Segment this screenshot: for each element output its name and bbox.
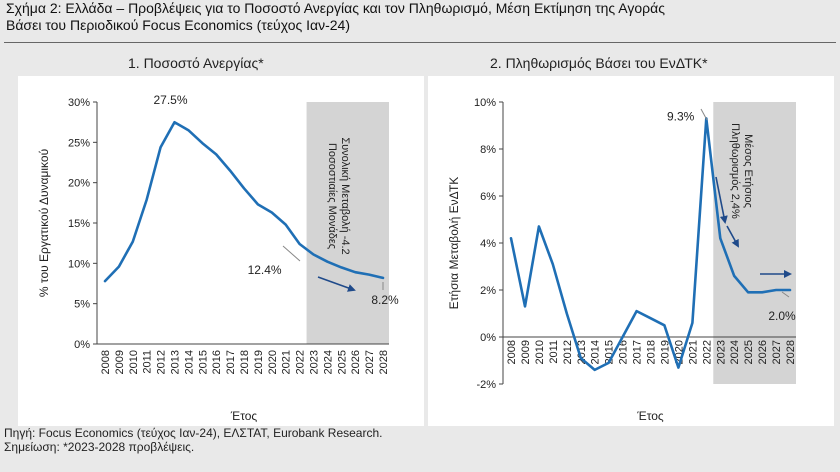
y-tick-label: 8%	[480, 144, 496, 156]
x-tick-label: 2018	[646, 340, 658, 364]
x-tick-label: 2024	[729, 340, 741, 364]
x-tick-label: 2015	[604, 340, 616, 364]
y-tick-label: 6%	[480, 191, 496, 203]
y-tick-label: 15%	[68, 218, 90, 230]
x-tick-label: 2014	[590, 340, 602, 364]
forecast-label-line-1: Μέσος Ετήσιος	[742, 134, 754, 208]
unemployment-chart: 0%5%10%15%20%25%30%2008 2009 2010 2011 2012 2…	[37, 93, 399, 423]
x-tick-label: 2017	[225, 350, 237, 374]
y-tick-label: 30%	[68, 97, 90, 109]
annotation-label: 8.2%	[371, 293, 399, 307]
trend-arrow	[726, 225, 739, 248]
y-tick-label: 2%	[480, 285, 496, 297]
annotation-leader	[700, 108, 708, 121]
x-tick-label: 2027	[771, 340, 783, 364]
x-tick-label: 2019	[659, 340, 671, 364]
y-tick-label: 10%	[68, 258, 90, 270]
annotation-label: 27.5%	[153, 93, 187, 107]
x-tick-label: 2019	[253, 350, 265, 374]
x-tick-label: 2026	[757, 340, 769, 364]
forecast-label-line-1: Συνολική Μεταβολή -4.2	[339, 137, 351, 254]
x-tick-label: 2008	[100, 350, 112, 374]
x-tick-label: 2012	[156, 350, 168, 374]
x-tick-label: 2023	[715, 340, 727, 364]
series-line	[103, 120, 385, 283]
x-tick-label: 2021	[687, 340, 699, 364]
unemployment-chart-title: 1. Ποσοστό Ανεργίας*	[128, 55, 264, 71]
forecast-shade	[306, 102, 389, 344]
x-axis-title: Έτος	[636, 409, 664, 423]
x-tick-label: 2016	[618, 340, 630, 364]
y-tick-label: 0%	[74, 339, 90, 351]
figure-title-line-1: Σχήμα 2: Ελλάδα – Προβλέψεις για το Ποσο…	[6, 0, 665, 16]
x-tick-label: 2022	[701, 340, 713, 364]
series-line	[509, 117, 792, 372]
x-tick-label: 2009	[520, 340, 532, 364]
figure-title: Σχήμα 2: Ελλάδα – Προβλέψεις για το Ποσο…	[6, 0, 836, 34]
forecast-label-line-2: Ποσοστιαίες Μονάδες	[326, 143, 338, 249]
annotation-leader	[781, 291, 790, 298]
x-tick-label: 2025	[743, 340, 755, 364]
x-tick-label: 2020	[267, 350, 279, 374]
y-axis-title: % του Εργατικού Δυναμικού	[37, 149, 51, 297]
annotation-label: 2.0%	[768, 309, 796, 323]
x-tick-label: 2013	[170, 350, 182, 374]
y-tick-label: 20%	[68, 178, 90, 190]
trend-arrow	[317, 276, 356, 292]
x-tick-label: 2023	[309, 350, 321, 374]
x-tick-label: 2028	[785, 340, 797, 364]
x-tick-label: 2018	[239, 350, 251, 374]
annotation-leader	[282, 245, 301, 262]
x-tick-label: 2027	[364, 350, 376, 374]
unemployment-chart-panel: 0% 5% 10% 15% 20% 25% 30% 2008 2009 2010 2011 2012 2…	[18, 76, 424, 426]
x-tick-label: 2015	[197, 350, 209, 374]
x-tick-label: 2026	[350, 350, 362, 374]
y-tick-label: 10%	[474, 97, 496, 109]
title-divider	[4, 42, 836, 43]
trend-arrow	[715, 176, 728, 224]
inflation-chart-title: 2. Πληθωρισμός Βάσει του ΕνΔΤΚ*	[490, 55, 708, 71]
x-tick-label: 2016	[211, 350, 223, 374]
x-tick-label: 2010	[128, 350, 140, 374]
x-tick-label: 2021	[281, 350, 293, 374]
x-tick-label: 2025	[336, 350, 348, 374]
annotation-label: 9.3%	[667, 109, 695, 123]
y-tick-label: 5%	[74, 299, 90, 311]
x-tick-label: 2014	[183, 350, 195, 374]
x-tick-label: 2022	[295, 350, 307, 374]
inflation-chart: -2% 0% 2% 4% 6% 8% 10% 2008 2009 2010 2011 2012 2013…	[447, 97, 797, 423]
y-tick-label: 4%	[480, 238, 496, 250]
x-tick-label: 2028	[378, 350, 390, 374]
source-text: Πηγή: Focus Economics (τεύχος Ιαν-24), Ε…	[4, 426, 383, 440]
x-tick-label: 2013	[576, 340, 588, 364]
x-axis-title: Έτος	[230, 409, 258, 423]
note-text: Σημείωση: *2023-2028 προβλέψεις.	[4, 440, 195, 454]
x-tick-label: 2009	[114, 350, 126, 374]
x-tick-label: 2010	[534, 340, 546, 364]
x-tick-label: 2012	[562, 340, 574, 364]
annotation-label: 12.4%	[248, 263, 282, 277]
forecast-label-line-2: Πληθωρισμός 2,4%	[729, 123, 741, 219]
figure-title-line-2: Βάσει του Περιοδικού Focus Economics (τε…	[6, 17, 350, 33]
y-axis-title: Ετήσια Μεταβολή ΕνΔΤΚ	[447, 177, 461, 310]
y-tick-label: 0%	[480, 332, 496, 344]
y-tick-label: 25%	[68, 137, 90, 149]
x-tick-label: 2008	[506, 340, 518, 364]
x-tick-label: 2017	[632, 340, 644, 364]
x-tick-label: 2011	[548, 340, 560, 364]
y-tick-label: -2%	[476, 379, 496, 391]
inflation-chart-panel: -2% 0% 2% 4% 6% 8% 10% 2008 2009 2010 2011 2012 2013…	[428, 76, 834, 426]
source-note: Πηγή: Focus Economics (τεύχος Ιαν-24), Ε…	[4, 426, 382, 454]
x-tick-label: 2011	[142, 350, 154, 374]
x-tick-label: 2024	[322, 350, 334, 374]
